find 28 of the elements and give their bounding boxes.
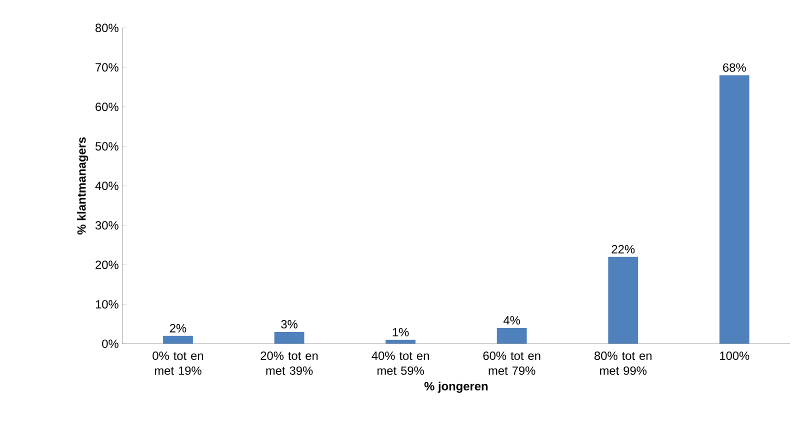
y-tick-label: 0% xyxy=(102,339,118,348)
bar xyxy=(719,75,750,344)
x-tick-label: 60% tot en met 79% xyxy=(483,351,540,375)
y-tick-label: 10% xyxy=(96,300,118,308)
y-tick-label: 70% xyxy=(96,62,118,72)
data-label: 2% xyxy=(170,324,186,332)
x-tick-label: 100% xyxy=(720,351,750,360)
y-tick-label: 80% xyxy=(96,23,118,32)
y-tick-label: 20% xyxy=(96,260,118,269)
y-tick-label: 40% xyxy=(95,181,118,190)
x-tick-label: 80% tot en met 99% xyxy=(594,351,652,375)
bar xyxy=(496,328,527,344)
x-tick-label: 0% tot en met 19% xyxy=(152,351,204,375)
data-label: 3% xyxy=(281,320,298,328)
y-tick-label: 30% xyxy=(95,220,118,230)
data-label: 68% xyxy=(723,63,746,72)
x-axis-title: % jongeren xyxy=(424,381,488,393)
y-tick-label: 60% xyxy=(96,102,118,111)
data-label: 22% xyxy=(612,244,635,254)
bar xyxy=(163,336,193,344)
x-tick-label: 20% tot en met 39% xyxy=(260,351,318,375)
y-tick-label: 50% xyxy=(95,142,118,150)
bar xyxy=(608,256,638,344)
y-axis-title: % klantmanagers xyxy=(77,137,88,234)
x-tick-label: 40% tot en met 59% xyxy=(372,351,429,375)
bar xyxy=(274,332,304,344)
data-label: 4% xyxy=(504,316,520,324)
data-label: 1% xyxy=(392,328,409,336)
